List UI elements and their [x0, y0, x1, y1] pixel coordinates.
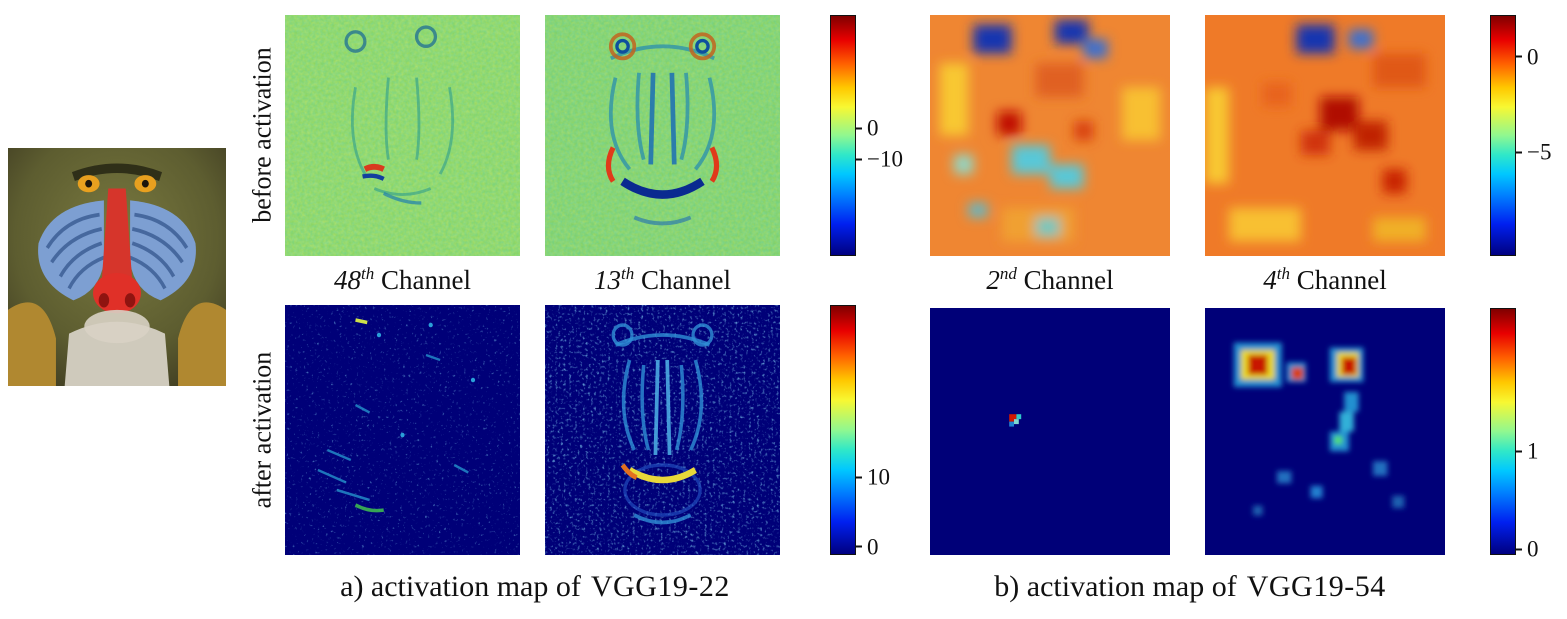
row-label-before-activation: before activation: [247, 47, 277, 223]
tick-label: −10: [867, 146, 903, 172]
channel-word: Channel: [381, 265, 471, 295]
tick-mark: [1515, 450, 1522, 453]
heatmap-b-before-channel-4: [1205, 15, 1445, 256]
colorbar-gradient-jet: [1491, 309, 1515, 554]
channel-number: 13: [594, 265, 622, 295]
row-label-after-activation: after activation: [247, 351, 277, 509]
heatmap-b-after-channel-2: [930, 308, 1170, 555]
colorbar-tick: 0: [855, 117, 879, 140]
caption-model-name: VGG19-54: [1246, 570, 1386, 603]
channel-label-b-2: 2nd Channel: [930, 257, 1170, 295]
colorbar-tick: 0: [855, 535, 879, 558]
colorbar-tick: −5: [1515, 141, 1551, 164]
colorbar-a-after: 10 0: [830, 305, 890, 558]
channel-label-a-13: 13th Channel: [545, 257, 780, 295]
channel-number: 4: [1263, 265, 1277, 295]
channel-word: Channel: [1296, 265, 1387, 295]
channel-number: 48: [334, 265, 362, 295]
caption-panel-b: b) activation map of VGG19-54: [905, 568, 1475, 606]
tick-mark: [1515, 548, 1522, 551]
tick-mark: [855, 127, 862, 130]
tick-mark: [1515, 151, 1522, 154]
tick-label: 0: [867, 115, 879, 141]
tick-label: 0: [1527, 44, 1539, 70]
heatmap-a-after-channel-13: [545, 305, 780, 555]
colorbar-b-before: 0 −5: [1490, 15, 1551, 256]
source-image-baboon: [8, 148, 226, 386]
tick-label: 1: [1527, 438, 1539, 464]
tick-label: 10: [867, 464, 890, 490]
channel-label-b-4: 4th Channel: [1205, 257, 1445, 295]
heatmap-a-before-channel-13: [545, 15, 780, 256]
colorbar-gradient-jet: [1491, 16, 1515, 255]
colorbar-a-before: 0 −10: [830, 15, 903, 256]
tick-mark: [1515, 55, 1522, 58]
colorbar-tick: 0: [1515, 45, 1539, 68]
caption-text: b) activation map of: [994, 570, 1237, 603]
channel-ordinal: th: [1276, 264, 1290, 283]
heatmap-a-after-channel-48: [285, 305, 520, 555]
caption-model-name: VGG19-22: [590, 570, 730, 603]
channel-ordinal: nd: [999, 264, 1017, 283]
tick-mark: [855, 158, 862, 161]
caption-panel-a: a) activation map of VGG19-22: [250, 568, 820, 606]
channel-ordinal: th: [621, 264, 635, 283]
baboon-illustration: [8, 148, 226, 386]
tick-mark: [855, 545, 862, 548]
tick-label: 0: [867, 534, 879, 560]
colorbar-tick: −10: [855, 148, 903, 171]
colorbar-gradient-jet: [831, 16, 855, 255]
channel-word: Channel: [641, 265, 731, 295]
heatmap-b-before-channel-2: [930, 15, 1170, 256]
channel-ordinal: th: [361, 264, 375, 283]
colorbar-b-after: 1 0: [1490, 308, 1539, 561]
colorbar-tick: 10: [855, 466, 890, 489]
colorbar-tick: 1: [1515, 440, 1539, 463]
tick-mark: [855, 476, 862, 479]
channel-number: 2: [986, 265, 1000, 295]
channel-label-a-48: 48th Channel: [285, 257, 520, 295]
heatmap-b-after-channel-4: [1205, 308, 1445, 555]
heatmap-a-before-channel-48: [285, 15, 520, 256]
caption-text: a) activation map of: [340, 570, 581, 603]
channel-word: Channel: [1023, 265, 1114, 295]
colorbar-tick: 0: [1515, 538, 1539, 561]
tick-label: 0: [1527, 536, 1539, 562]
colorbar-gradient-jet: [831, 306, 855, 554]
tick-label: −5: [1527, 139, 1552, 165]
